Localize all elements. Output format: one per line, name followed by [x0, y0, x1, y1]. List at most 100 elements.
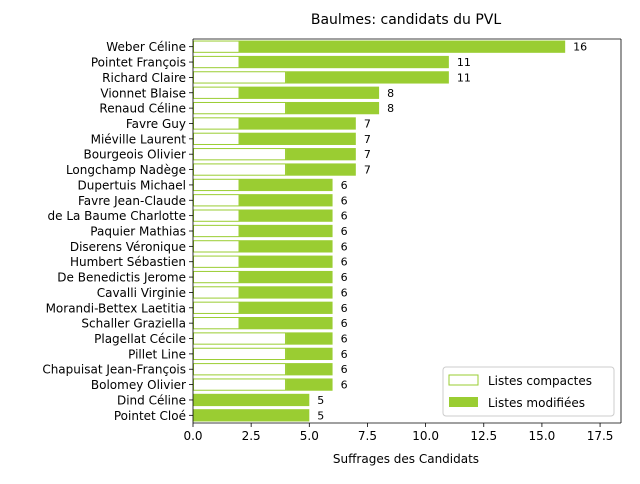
bar-listes-modifiees-favre-jean-claude — [239, 194, 333, 207]
y-tick-label-pillet-line: Pillet Line — [128, 347, 186, 361]
y-tick-label-favre-jean-claude: Favre Jean-Claude — [78, 194, 186, 208]
x-tick-label: 7.5 — [358, 429, 377, 443]
y-tick-label-de-la-baume-charlotte: de La Baume Charlotte — [48, 209, 187, 223]
bar-listes-compactes-longchamp-nadege — [193, 163, 287, 176]
bar-listes-modifiees-dupertuis-michael — [239, 178, 333, 192]
bar-listes-modifiees-morandi-bettex-laetitia — [239, 301, 333, 314]
bar-listes-compactes-bolomey-olivier — [193, 378, 287, 391]
y-tick-label-bourgeois-olivier: Bourgeois Olivier — [83, 148, 186, 162]
bar-listes-modifiees-humbert-sebastien — [239, 255, 333, 268]
data-label-longchamp-nadege: 7 — [364, 164, 371, 177]
data-label-paquier-mathias: 6 — [341, 225, 348, 238]
y-tick-label-richard-claire: Richard Claire — [102, 71, 186, 85]
x-tick-label: 17.5 — [587, 429, 614, 443]
bar-listes-compactes-diserens-veronique — [193, 240, 240, 253]
bar-listes-modifiees-richard-claire — [286, 71, 449, 84]
y-tick-label-dupertuis-michael: Dupertuis Michael — [78, 178, 186, 192]
bar-listes-compactes-de-la-baume-charlotte — [193, 209, 240, 222]
bar-listes-compactes-paquier-mathias — [193, 224, 240, 238]
bar-listes-compactes-de-benedictis-jerome — [193, 270, 240, 284]
data-label-morandi-bettex-laetitia: 6 — [341, 302, 348, 315]
y-tick-label-longchamp-nadege: Longchamp Nadège — [66, 163, 186, 177]
bar-listes-modifiees-paquier-mathias — [239, 224, 333, 238]
data-label-schaller-graziella: 6 — [341, 317, 348, 330]
bar-listes-compactes-bourgeois-olivier — [193, 148, 287, 161]
bars-layer — [193, 40, 566, 422]
bar-listes-compactes-cavalli-virginie — [193, 286, 240, 299]
data-label-favre-guy: 7 — [364, 117, 371, 130]
bar-listes-modifiees-pillet-line — [286, 347, 333, 361]
legend-label-listes-modifiees: Listes modifiées — [488, 396, 585, 410]
data-label-pointet-cloe: 5 — [317, 409, 324, 422]
x-tick-label: 10.0 — [412, 429, 439, 443]
data-label-chapuisat-jean-francois: 6 — [341, 363, 348, 376]
bar-listes-compactes-richard-claire — [193, 71, 287, 84]
bar-listes-compactes-dupertuis-michael — [193, 178, 240, 192]
data-label-de-benedictis-jerome: 6 — [341, 271, 348, 284]
bar-listes-compactes-morandi-bettex-laetitia — [193, 301, 240, 314]
y-tick-label-pointet-francois: Pointet François — [91, 56, 186, 70]
data-label-vionnet-blaise: 8 — [387, 87, 394, 100]
data-label-pointet-francois: 11 — [457, 56, 471, 69]
data-label-dind-celine: 5 — [317, 394, 324, 407]
axes-layer: 0.0 2.5 5.0 7.5 10.0 12.5 15.0 17.5 — [183, 38, 622, 443]
y-tick-label-bolomey-olivier: Bolomey Olivier — [91, 378, 186, 392]
data-label-richard-claire: 11 — [457, 71, 471, 84]
bar-listes-modifiees-de-la-baume-charlotte — [239, 209, 333, 222]
legend-frame — [442, 366, 615, 417]
data-label-renaud-celine: 8 — [387, 102, 394, 115]
bar-listes-compactes-chapuisat-jean-francois — [193, 363, 287, 376]
legend-swatch-listes-modifiees — [449, 397, 478, 407]
y-tick-label-favre-guy: Favre Guy — [126, 117, 186, 131]
bar-listes-compactes-weber-celine — [193, 40, 240, 53]
data-label-weber-celine: 16 — [573, 41, 587, 54]
bar-listes-compactes-schaller-graziella — [193, 317, 240, 330]
x-axis-label: Suffrages des Candidats — [333, 452, 479, 466]
bar-listes-compactes-mieville-laurent — [193, 132, 240, 145]
bar-listes-modifiees-bourgeois-olivier — [286, 148, 356, 161]
y-tick-label-humbert-sebastien: Humbert Sébastien — [70, 255, 186, 269]
bar-listes-compactes-humbert-sebastien — [193, 255, 240, 268]
bar-listes-compactes-plagellat-cecile — [193, 332, 287, 345]
bar-listes-modifiees-bolomey-olivier — [286, 378, 333, 391]
bar-listes-modifiees-de-benedictis-jerome — [239, 270, 333, 284]
y-tick-label-diserens-veronique: Diserens Véronique — [70, 240, 186, 254]
x-tick-label: 15.0 — [529, 429, 556, 443]
value-labels: 16 11 11 8 8 7 7 7 7 6 6 6 6 6 6 6 6 6 6 6 6 6 6 5 5 — [317, 41, 587, 423]
bar-listes-modifiees-vionnet-blaise — [239, 86, 380, 99]
legend: Listes compactes Listes modifiées — [442, 366, 615, 417]
bar-listes-compactes-pointet-francois — [193, 55, 240, 69]
data-label-humbert-sebastien: 6 — [341, 256, 348, 269]
x-tick-label: 2.5 — [242, 429, 261, 443]
data-label-plagellat-cecile: 6 — [341, 333, 348, 346]
bar-listes-modifiees-renaud-celine — [286, 101, 380, 115]
data-label-bourgeois-olivier: 7 — [364, 148, 371, 161]
y-tick-label-paquier-mathias: Paquier Mathias — [90, 225, 186, 239]
y-tick-label-plagellat-cecile: Plagellat Cécile — [94, 332, 186, 346]
bar-listes-modifiees-plagellat-cecile — [286, 332, 333, 345]
y-tick-label-morandi-bettex-laetitia: Morandi-Bettex Laetitia — [46, 301, 186, 315]
data-label-cavalli-virginie: 6 — [341, 286, 348, 299]
y-tick-label-renaud-celine: Renaud Céline — [99, 102, 186, 116]
bar-listes-modifiees-dind-celine — [193, 393, 310, 407]
data-label-bolomey-olivier: 6 — [341, 379, 348, 392]
y-tick-label-cavalli-virginie: Cavalli Virginie — [97, 286, 186, 300]
y-tick-label-pointet-cloe: Pointet Cloé — [114, 409, 186, 423]
y-tick-label-vionnet-blaise: Vionnet Blaise — [100, 86, 186, 100]
y-tick-label-de-benedictis-jerome: De Benedictis Jerome — [57, 271, 186, 285]
bar-listes-modifiees-favre-guy — [239, 117, 356, 130]
legend-label-listes-compactes: Listes compactes — [488, 374, 592, 388]
y-tick-label-weber-celine: Weber Céline — [106, 40, 186, 54]
bar-listes-modifiees-mieville-laurent — [239, 132, 356, 145]
bar-listes-modifiees-schaller-graziella — [239, 317, 333, 330]
bar-listes-modifiees-longchamp-nadege — [286, 163, 356, 176]
y-tick-label-chapuisat-jean-francois: Chapuisat Jean-François — [42, 363, 186, 377]
y-tick-label-dind-celine: Dind Céline — [117, 393, 186, 407]
y-tick-label-mieville-laurent: Miéville Laurent — [91, 132, 187, 146]
data-label-favre-jean-claude: 6 — [341, 194, 348, 207]
data-label-de-la-baume-charlotte: 6 — [341, 210, 348, 223]
bar-listes-compactes-vionnet-blaise — [193, 86, 240, 99]
